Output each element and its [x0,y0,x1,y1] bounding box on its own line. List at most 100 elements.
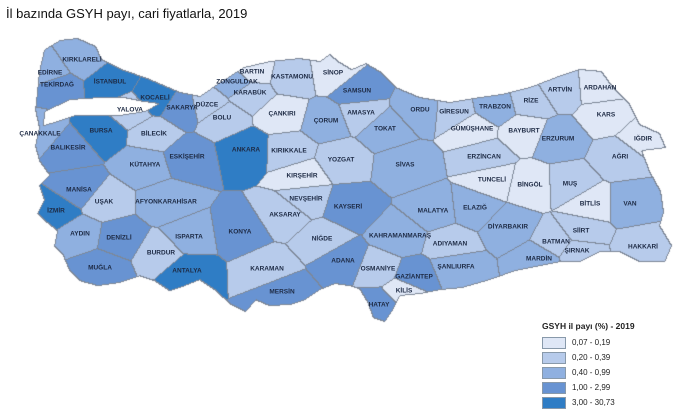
province-label: TEKİRDAĞ [40,81,74,89]
province-label: ZONGULDAK [216,78,258,86]
province-label: NEVŞEHİR [289,195,323,203]
legend-item: 0,20 - 0,39 [542,350,635,365]
province-label: KIRIKKALE [271,147,307,155]
province-label: KASTAMONU [271,73,313,81]
province-label: OSMANİYE [360,265,396,273]
province-label: İSTANBUL [93,78,127,86]
province-label: ANKARA [231,146,261,154]
province-label: AĞRI [611,153,629,161]
province-label: HAKKARİ [628,243,658,251]
province-label: BOLU [212,114,232,122]
province-label: ESKİŞEHİR [169,153,205,161]
province-label: AFYONKARAHİSAR [135,198,197,206]
province-label: AKSARAY [269,211,301,219]
legend-swatch [542,351,566,364]
province-label: ÇANAKKALE [19,130,61,138]
legend-swatch [542,336,566,349]
province-label: HATAY [368,301,390,309]
province-label: KARS [596,111,616,119]
province-label: KOCAELİ [140,94,170,102]
province-label: ARTVİN [547,86,573,94]
province-label: ANTALYA [172,267,202,275]
province-label: SAMSUN [342,87,372,95]
province-label: BİTLİS [579,200,601,208]
province-label: MANİSA [66,186,92,194]
province-label: ARDAHAN [583,84,617,92]
province-label: TRABZON [479,103,511,111]
province-label: BAYBURT [508,127,540,135]
province-label: BİNGÖL [517,181,543,189]
province-label: ADANA [331,257,355,265]
province-label: ÇORUM [313,117,339,125]
legend-label: 0,07 - 0,19 [572,338,611,347]
province-label: SİNOP [322,69,344,77]
province-label: RİZE [523,97,539,105]
province-label: NİĞDE [311,235,333,243]
province-label: GÜMÜŞHANE [450,125,494,133]
province-label: TOKAT [374,125,396,133]
province-label: ORDU [410,106,430,114]
province-label: UŞAK [94,198,114,206]
province-label: KONYA [228,228,252,236]
province-label: ŞANLIURFA [437,263,475,271]
legend: GSYH il payı (%) - 2019 0,07 - 0,19 0,20 … [542,321,635,410]
province-label: KAHRAMANMARAŞ [368,232,432,240]
province-label: YOZGAT [327,156,355,164]
province-label: YALOVA [116,106,144,114]
province-label: KAYSERİ [333,203,363,211]
province-label: ÇANKIRI [268,110,296,118]
province-label: KARABÜK [233,89,267,97]
province-label: SİİRT [572,227,590,235]
province-label: IĞDIR [633,135,653,143]
legend-item: 1,00 - 2,99 [542,380,635,395]
legend-label: 1,00 - 2,99 [572,383,611,392]
province-label: ŞIRNAK [564,247,590,255]
province-label: KIRŞEHİR [286,172,318,180]
province-label: ERZURUM [541,135,575,143]
legend-label: 0,40 - 0,99 [572,368,611,377]
province-label: MUĞLA [88,264,112,272]
province-label: ERZİNCAN [467,153,501,161]
province-label: MUŞ [562,180,578,188]
legend-label: 0,20 - 0,39 [572,353,611,362]
province-label: KÜTAHYA [129,161,161,169]
province-label: GAZİANTEP [395,273,433,281]
province-label: MALATYA [417,207,449,215]
province-label: GİRESUN [439,108,469,116]
province-label: MARDİN [526,255,552,263]
province-label: TUNCELİ [477,176,507,184]
legend-swatch [542,396,566,409]
province-label: ELAZIĞ [463,204,487,212]
province-label: KARAMAN [250,265,284,273]
legend-item: 0,07 - 0,19 [542,335,635,350]
province-label: ADIYAMAN [432,240,468,248]
legend-item: 3,00 - 30,73 [542,395,635,410]
province-label: EDİRNE [37,69,63,77]
province-label: SİVAS [395,161,415,169]
legend-swatch [542,366,566,379]
province-label: BURDUR [146,249,176,257]
legend-title: GSYH il payı (%) - 2019 [542,321,635,331]
legend-item: 0,40 - 0,99 [542,365,635,380]
province-label: BURSA [89,127,113,135]
province-label: MERSİN [269,288,295,296]
province-label: İZMİR [47,207,65,215]
province-label: DİYARBAKIR [487,223,529,231]
map-title: İl bazında GSYH payı, cari fiyatlarla, 2… [6,6,248,21]
province-label: KİLİS [395,287,413,295]
province-label: AYDIN [70,230,90,238]
province-label: ISPARTA [175,233,203,241]
province-label: AMASYA [347,109,375,117]
province-label: SAKARYA [166,104,198,112]
province-label: DENİZLİ [106,234,132,242]
province-label: BARTIN [239,68,265,76]
legend-swatch [542,381,566,394]
legend-label: 3,00 - 30,73 [572,398,615,407]
province-label: BALIKESİR [50,144,86,152]
province-label: BATMAN [542,238,570,246]
province-label: DÜZCE [195,101,219,109]
province-label: BİLECİK [141,130,167,138]
province-label: KIRKLARELİ [62,56,102,64]
